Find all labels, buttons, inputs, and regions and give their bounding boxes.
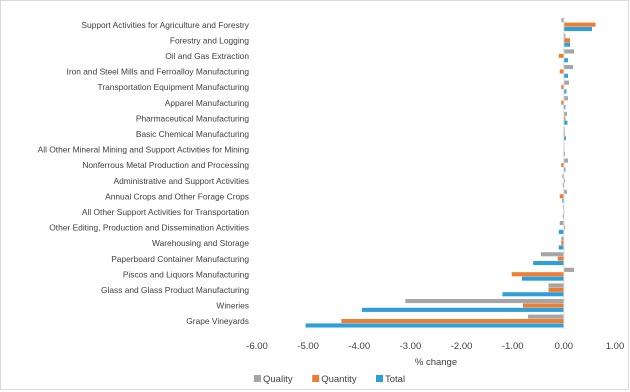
category-label: Support Activities for Agriculture and F…: [81, 20, 249, 30]
category-label: Glass and Glass Product Manufacturing: [101, 285, 249, 295]
legend-label-quality: Quality: [263, 374, 293, 385]
bar-total: [558, 245, 564, 250]
bar-quality: [563, 33, 566, 38]
bar-total: [563, 27, 592, 32]
legend: Quality Quantity Total: [254, 374, 405, 385]
bar-total: [562, 183, 564, 188]
bar-quality: [563, 127, 565, 132]
x-tick-label: -1.00: [502, 341, 524, 352]
category-label: Piscos and Liquors Manufacturing: [123, 269, 250, 279]
bar-quantity: [522, 303, 564, 308]
legend-label-quantity: Quantity: [321, 374, 357, 385]
bar-total: [563, 120, 568, 125]
x-tick-label: -2.00: [451, 341, 473, 352]
category-label: Wineries: [216, 301, 249, 311]
legend-swatch-quality: [254, 375, 261, 382]
x-axis-title: % change: [415, 357, 457, 368]
bar-total: [562, 198, 564, 203]
bar-quantity: [557, 256, 564, 261]
x-axis-tick-labels: -6.00 -5.00 -4.00 -3.00 -2.00 -1.00 0.00 1.00: [246, 341, 624, 352]
bar-quality: [563, 158, 568, 163]
bar-quality: [563, 111, 567, 116]
bar-total: [305, 323, 564, 328]
category-label: Oil and Gas Extraction: [165, 51, 249, 61]
bar-total: [563, 58, 568, 63]
bar-quantity: [511, 272, 564, 277]
bar-quality: [562, 205, 564, 210]
bar-quality: [528, 314, 564, 319]
bar-quality: [563, 96, 568, 101]
bar-quantity: [341, 319, 564, 324]
bar-quality: [563, 49, 575, 54]
bar-quantity: [563, 38, 570, 43]
bar-total: [533, 261, 564, 266]
bar-total: [563, 167, 566, 172]
bar-quantity: [561, 100, 564, 105]
bar-quantity: [563, 116, 566, 121]
category-label: Basic Chemical Manufacturing: [136, 129, 249, 139]
bar-quantity: [559, 194, 564, 199]
bar-quality: [563, 189, 567, 194]
bar-quality: [559, 221, 564, 226]
category-label: Apparel Manufacturing: [165, 98, 250, 108]
bar-quality: [405, 299, 564, 304]
bar-quality: [561, 236, 564, 241]
bar-quantity: [563, 225, 565, 230]
bar-quantity: [563, 131, 565, 136]
legend-label-total: Total: [385, 374, 405, 385]
bar-total: [558, 229, 564, 234]
bar-quality: [548, 283, 564, 288]
category-labels: Support Activities for Agriculture and F…: [38, 20, 250, 326]
bar-total: [563, 136, 566, 141]
bar-total: [563, 105, 566, 110]
bar-quantity: [559, 69, 564, 74]
category-label: Administrative and Support Activities: [114, 176, 249, 186]
x-tick-label: 0.00: [555, 341, 574, 352]
category-label: Grape Vineyards: [186, 316, 249, 326]
bar-total: [521, 276, 564, 281]
bar-quantity: [548, 287, 564, 292]
category-label: Pharmaceutical Manufacturing: [136, 113, 249, 123]
bar-total: [502, 292, 564, 297]
bar-quality: [563, 267, 575, 272]
bars: [305, 18, 596, 328]
bar-quantity: [563, 22, 596, 27]
category-label: All Other Mineral Mining and Support Act…: [38, 145, 250, 155]
category-label: Annual Crops and Other Forage Crops: [105, 191, 249, 201]
bar-quantity: [561, 85, 564, 90]
legend-swatch-quantity: [312, 375, 320, 382]
legend-swatch-total: [376, 375, 383, 382]
category-label: Nonferrous Metal Production and Processi…: [82, 160, 249, 170]
category-label: All Other Support Activities for Transpo…: [82, 207, 249, 217]
category-label: Other Editing, Production and Disseminat…: [49, 223, 249, 233]
category-label: Paperboard Container Manufacturing: [111, 254, 249, 264]
category-label: Warehousing and Storage: [152, 238, 249, 248]
category-label: Transportation Equipment Manufacturing: [98, 82, 250, 92]
bar-quality: [562, 174, 564, 179]
category-label: Iron and Steel Mills and Ferroalloy Manu…: [67, 67, 250, 77]
bar-quantity: [561, 163, 564, 168]
bar-quality: [563, 80, 569, 85]
bar-quality: [540, 252, 564, 257]
bar-total: [563, 73, 568, 78]
bar-total: [563, 42, 570, 47]
category-label: Forestry and Logging: [170, 35, 249, 45]
x-tick-label: -6.00: [246, 341, 268, 352]
x-tick-label: 1.00: [606, 341, 625, 352]
x-tick-label: -3.00: [400, 341, 422, 352]
bar-total: [563, 89, 567, 94]
bar-quality: [561, 18, 564, 23]
bar-quality: [563, 65, 574, 70]
bar-quantity: [561, 241, 564, 246]
x-tick-label: -5.00: [297, 341, 319, 352]
bar-total: [361, 307, 564, 312]
bar-total: [562, 214, 564, 219]
bar-total: [563, 151, 565, 156]
bar-quantity: [563, 178, 565, 183]
bar-quantity: [558, 53, 564, 58]
x-tick-label: -4.00: [348, 341, 370, 352]
